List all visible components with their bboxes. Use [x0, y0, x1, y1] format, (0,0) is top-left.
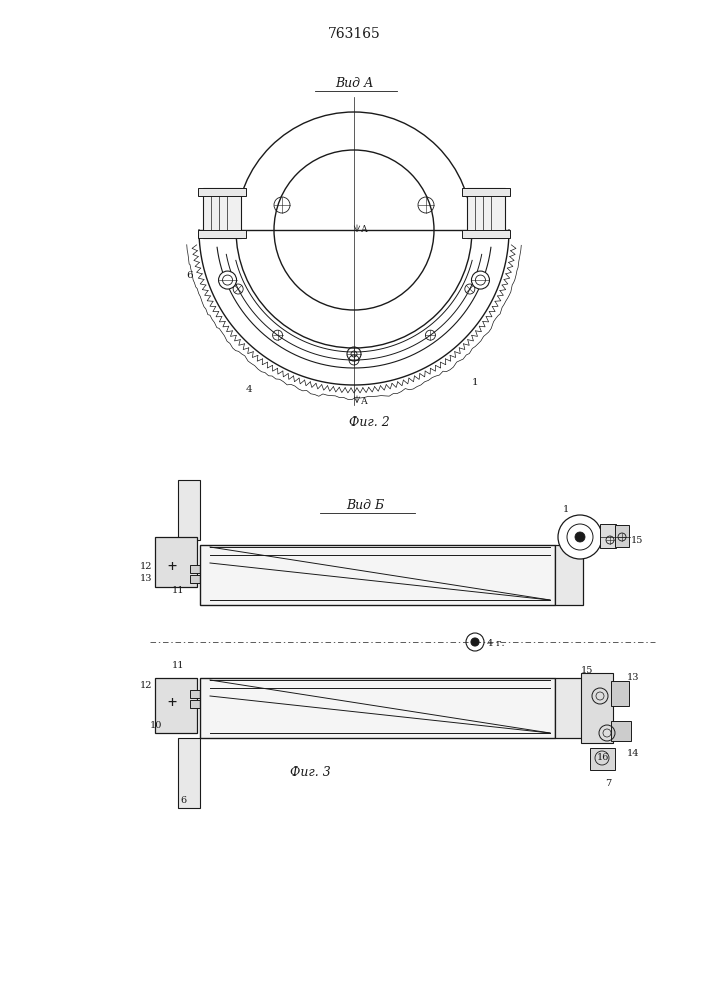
- Bar: [155, 678, 197, 733]
- Bar: [190, 575, 202, 583]
- Bar: [178, 738, 200, 808]
- Bar: [190, 690, 202, 698]
- Text: 12: 12: [140, 681, 153, 690]
- Bar: [200, 678, 555, 738]
- Circle shape: [218, 271, 237, 289]
- Text: 7: 7: [605, 779, 612, 788]
- Bar: [198, 230, 246, 238]
- Bar: [190, 565, 202, 573]
- Text: 10: 10: [150, 721, 163, 730]
- Text: А: А: [361, 397, 368, 406]
- Text: 13: 13: [627, 673, 640, 682]
- Bar: [555, 678, 583, 738]
- Text: 16: 16: [597, 753, 609, 762]
- Bar: [581, 673, 613, 743]
- Text: Вид Б: Вид Б: [346, 499, 384, 512]
- Text: 13: 13: [140, 574, 153, 583]
- Circle shape: [472, 271, 489, 289]
- Circle shape: [471, 638, 479, 646]
- Text: А: А: [361, 225, 368, 234]
- Circle shape: [575, 532, 585, 542]
- Bar: [155, 537, 197, 587]
- Text: 763165: 763165: [327, 27, 380, 41]
- Bar: [462, 230, 510, 238]
- Bar: [200, 545, 555, 605]
- Bar: [203, 188, 241, 238]
- Bar: [611, 681, 629, 706]
- Bar: [600, 524, 616, 548]
- Bar: [615, 525, 629, 547]
- Bar: [555, 545, 583, 605]
- Bar: [467, 188, 505, 238]
- Text: 6: 6: [186, 271, 192, 280]
- Bar: [202, 692, 210, 698]
- Text: 4 г.: 4 г.: [487, 639, 505, 648]
- Text: 1: 1: [472, 378, 479, 387]
- Bar: [190, 700, 202, 708]
- Text: 14: 14: [627, 749, 640, 758]
- Bar: [198, 188, 246, 196]
- Text: 15: 15: [631, 536, 643, 545]
- Text: 11: 11: [172, 661, 185, 670]
- Text: +: +: [168, 696, 177, 710]
- Text: 1: 1: [563, 505, 569, 514]
- Text: 15: 15: [581, 666, 593, 675]
- Text: 4: 4: [246, 385, 252, 394]
- Bar: [202, 702, 210, 708]
- Bar: [202, 577, 210, 583]
- Bar: [178, 480, 200, 540]
- Bar: [590, 748, 615, 770]
- Text: Вид А: Вид А: [334, 77, 373, 90]
- Circle shape: [558, 515, 602, 559]
- Text: +: +: [168, 560, 177, 574]
- Bar: [202, 567, 210, 573]
- Bar: [611, 721, 631, 741]
- Text: Фиг. 3: Фиг. 3: [290, 766, 330, 778]
- Text: Фиг. 2: Фиг. 2: [349, 416, 390, 428]
- Text: 12: 12: [140, 562, 153, 571]
- Text: 6: 6: [180, 796, 186, 805]
- Text: 11: 11: [172, 586, 185, 595]
- Bar: [462, 188, 510, 196]
